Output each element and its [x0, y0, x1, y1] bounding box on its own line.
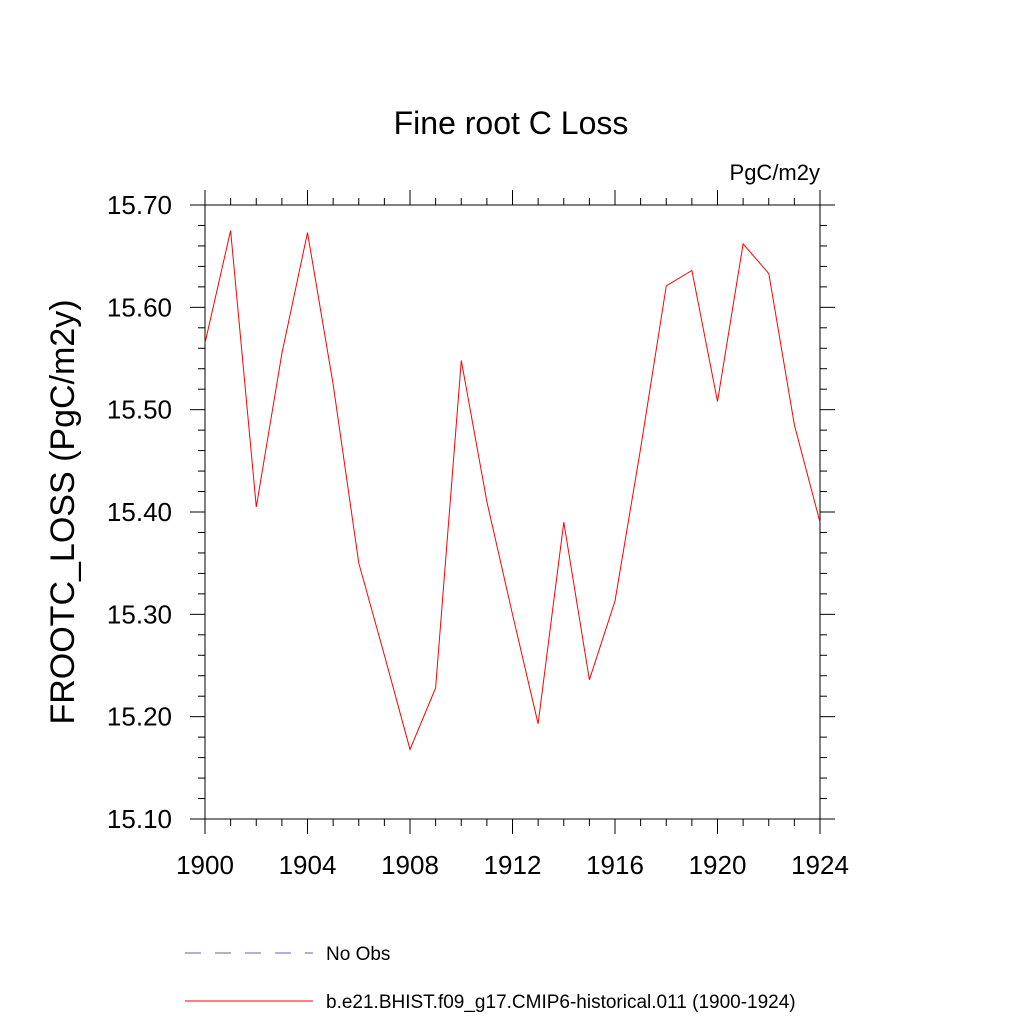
axis-ticks: 1900 1904 1908 1912 1916 1920 1924 15.10 15.20 15…: [107, 190, 849, 880]
plot-frame: [204, 204, 821, 820]
legend-label: b.e21.BHIST.f09_g17.CMIP6-historical.011…: [326, 992, 796, 1013]
x-tick-label: 1912: [484, 850, 542, 880]
x-tick-label: 1924: [791, 850, 849, 880]
legend-label: No Obs: [326, 944, 390, 965]
series-layer: [204, 230, 821, 751]
y-tick-label: 15.40: [107, 497, 172, 527]
x-tick-label: 1908: [381, 850, 439, 880]
x-tick-label: 1920: [689, 850, 747, 880]
x-tick-label: 1904: [279, 850, 337, 880]
y-tick-label: 15.50: [107, 395, 172, 425]
y-tick-label: 15.70: [107, 190, 172, 220]
x-tick-label: 1900: [176, 850, 234, 880]
units-label: PgC/m2y: [730, 160, 820, 185]
y-tick-label: 15.60: [107, 292, 172, 322]
y-tick-label: 15.10: [107, 804, 172, 834]
series-line: [204, 230, 821, 751]
chart-title: Fine root C Loss: [394, 105, 629, 141]
y-tick-label: 15.20: [107, 702, 172, 732]
y-axis-label: FROOTC_LOSS (PgC/m2y): [44, 299, 82, 724]
x-tick-label: 1916: [586, 850, 644, 880]
y-tick-label: 15.30: [107, 599, 172, 629]
legend: No Obs b.e21.BHIST.f09_g17.CMIP6-historic…: [185, 944, 796, 1013]
